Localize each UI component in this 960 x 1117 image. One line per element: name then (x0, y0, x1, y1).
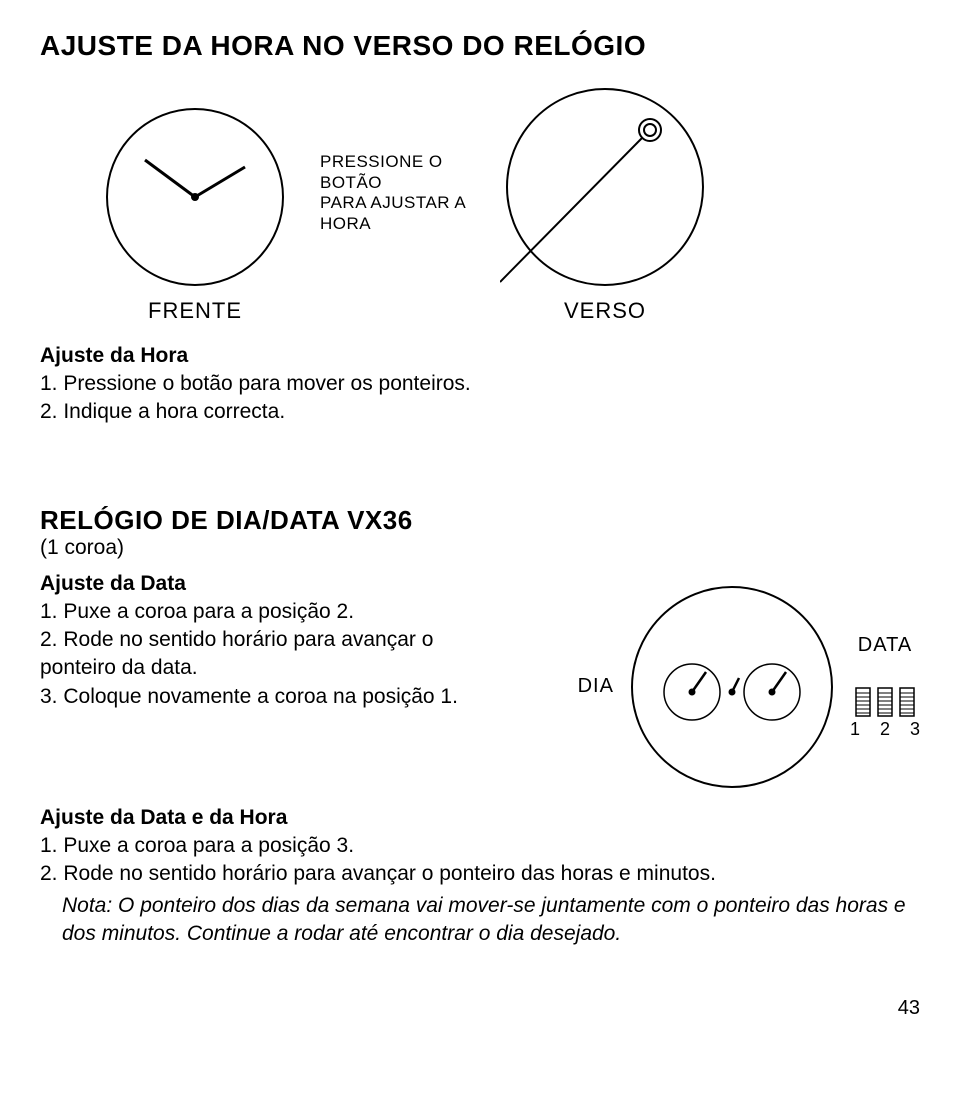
section1-title: AJUSTE DA HORA NO VERSO DO RELÓGIO (40, 30, 920, 62)
data-label: DATA (858, 634, 912, 657)
crown-pos-2: 2 (880, 719, 890, 740)
ajuste-data-hora-list: 1. Puxe a coroa para a posição 3. 2. Rod… (40, 832, 920, 889)
list-item: 2. Rode no sentido horário para avançar … (40, 626, 480, 683)
ajuste-data-heading: Ajuste da Data (40, 572, 558, 596)
front-watch-svg (100, 102, 290, 292)
crown-pos-1: 1 (850, 719, 860, 740)
ajuste-hora-list: 1. Pressione o botão para mover os ponte… (40, 370, 920, 427)
crown-positions (855, 687, 915, 717)
crown-position-labels: 1 2 3 (850, 719, 920, 740)
list-item: 1. Pressione o botão para mover os ponte… (40, 370, 920, 398)
crown-icon (877, 687, 893, 717)
back-label: VERSO (564, 298, 646, 324)
front-label: FRENTE (148, 298, 242, 324)
section2-title: RELÓGIO DE DIA/DATA VX36 (40, 505, 920, 536)
front-watch-figure: FRENTE (100, 102, 290, 324)
vx36-watch-svg (622, 582, 842, 792)
back-watch-figure: VERSO (500, 82, 710, 324)
page-number: 43 (40, 997, 920, 1020)
list-item: 2. Rode no sentido horário para avançar … (40, 860, 920, 888)
crown-icon (855, 687, 871, 717)
note-text: Nota: O ponteiro dos dias da semana vai … (40, 892, 920, 947)
list-item: 1. Puxe a coroa para a posição 2. (40, 598, 480, 626)
dia-label: DIA (578, 675, 614, 698)
crown-icon (899, 687, 915, 717)
ajuste-hora-heading: Ajuste da Hora (40, 344, 920, 368)
back-watch-svg (500, 82, 710, 292)
list-item: 2. Indique a hora correcta. (40, 398, 920, 426)
list-item: 3. Coloque novamente a coroa na posição … (40, 683, 480, 711)
vx36-figure: DIA DATA 1 2 3 (578, 582, 920, 792)
caption-line1: PRESSIONE O BOTÃO (320, 152, 443, 191)
list-item: 1. Puxe a coroa para a posição 3. (40, 832, 920, 860)
button-caption: PRESSIONE O BOTÃO PARA AJUSTAR A HORA (320, 152, 470, 234)
section2-subtitle: (1 coroa) (40, 536, 920, 560)
crown-pos-3: 3 (910, 719, 920, 740)
caption-line2: PARA AJUSTAR A HORA (320, 193, 465, 232)
figure-row-1: FRENTE PRESSIONE O BOTÃO PARA AJUSTAR A … (100, 82, 920, 324)
ajuste-data-list: 1. Puxe a coroa para a posição 2. 2. Rod… (40, 598, 480, 711)
ajuste-data-hora-heading: Ajuste da Data e da Hora (40, 806, 920, 830)
